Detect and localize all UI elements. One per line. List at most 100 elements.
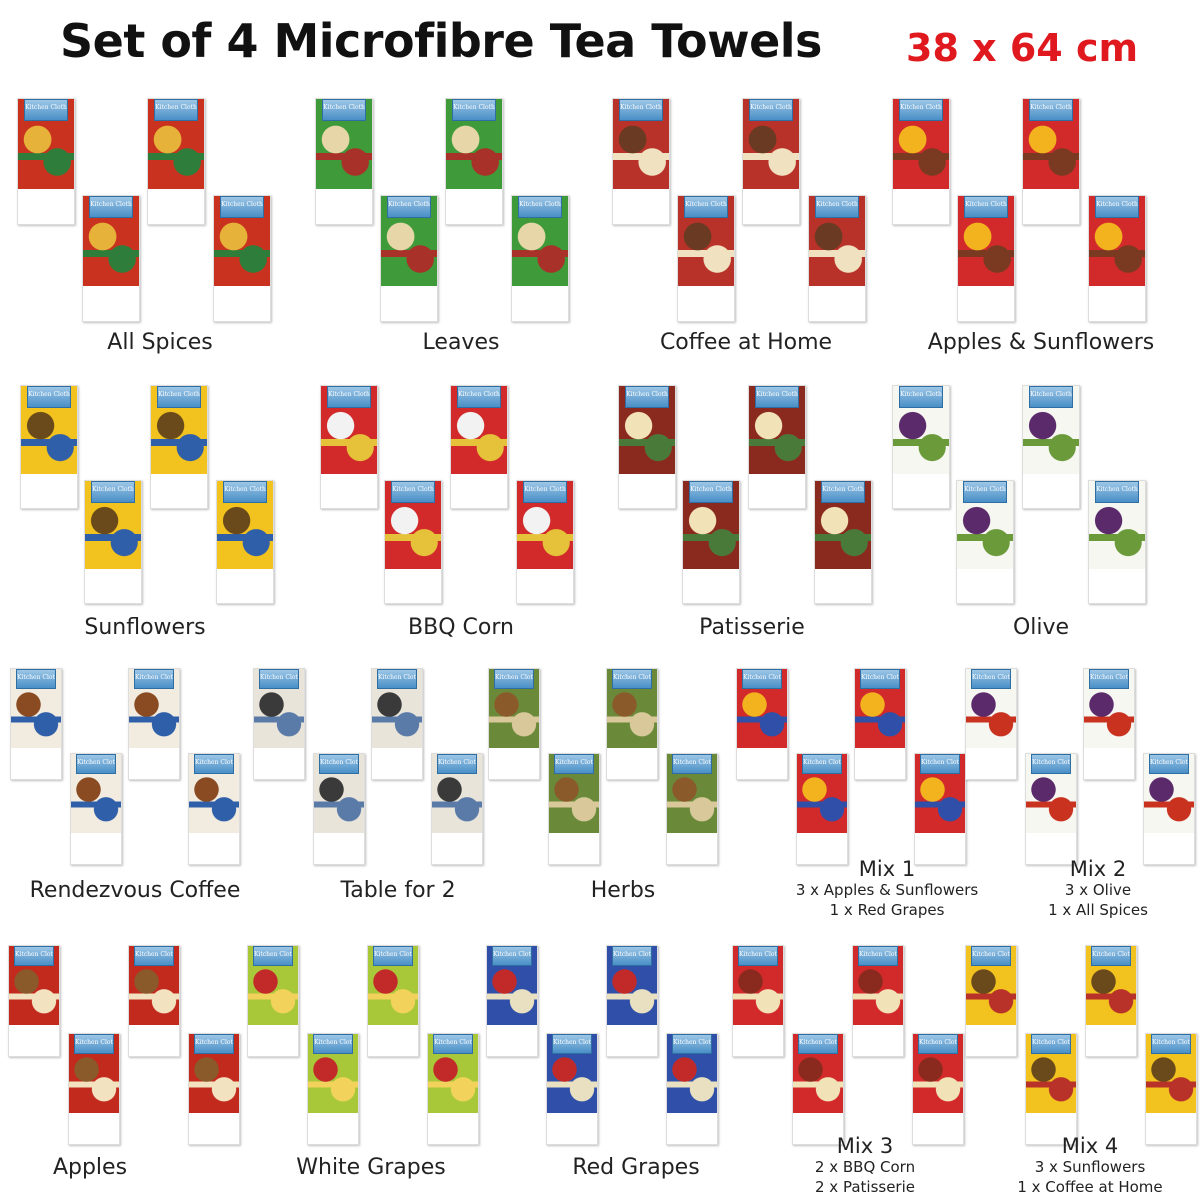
tea-towel-image: Kitchen Cloth <box>313 753 365 865</box>
package-card-text: Kitchen Cloth <box>739 951 778 958</box>
package-card-text: Kitchen Cloth <box>323 104 365 111</box>
package-card-text: Kitchen Cloth <box>965 201 1007 208</box>
tea-towel-image: Kitchen Cloth <box>736 668 788 780</box>
package-card-text: Kitchen Cloth <box>1152 1039 1191 1046</box>
package-card: Kitchen Cloth <box>74 1034 114 1054</box>
tea-towel-image: Kitchen Cloth <box>546 1033 598 1145</box>
package-card-text: Kitchen Cloth <box>756 391 798 398</box>
mix-contents: 1 x Red Grapes <box>829 901 945 919</box>
tea-towel-image: Kitchen Cloth <box>8 945 60 1057</box>
package-card: Kitchen Cloth <box>1031 754 1071 774</box>
product-label: White Grapes <box>296 1155 446 1180</box>
package-card: Kitchen Cloth <box>90 481 136 503</box>
product-name: Red Grapes <box>572 1155 700 1180</box>
package-card-text: Kitchen Cloth <box>1150 759 1189 766</box>
package-card-text: Kitchen Cloth <box>25 104 67 111</box>
package-card: Kitchen Cloth <box>26 386 72 408</box>
package-card: Kitchen Cloth <box>156 386 202 408</box>
package-card: Kitchen Cloth <box>492 946 532 966</box>
tea-towel-image: Kitchen Cloth <box>606 668 658 780</box>
package-card: Kitchen Cloth <box>963 196 1009 218</box>
package-card-text: Kitchen Cloth <box>458 391 500 398</box>
package-card: Kitchen Cloth <box>373 946 413 966</box>
package-card: Kitchen Cloth <box>494 669 534 689</box>
mix-contents: 1 x Coffee at Home <box>1017 1178 1163 1196</box>
package-card-text: Kitchen Cloth <box>972 674 1011 681</box>
package-card-text: Kitchen Cloth <box>320 759 359 766</box>
package-card-text: Kitchen Cloth <box>135 951 174 958</box>
package-card: Kitchen Cloth <box>898 386 944 408</box>
tea-towel-image: Kitchen Cloth <box>965 945 1017 1057</box>
package-card: Kitchen Cloth <box>194 1034 234 1054</box>
package-card: Kitchen Cloth <box>554 754 594 774</box>
package-card-text: Kitchen Cloth <box>92 486 134 493</box>
package-card: Kitchen Cloth <box>1028 99 1074 121</box>
tea-towel-image: Kitchen Cloth <box>606 945 658 1057</box>
package-card-text: Kitchen Cloth <box>519 201 561 208</box>
package-card: Kitchen Cloth <box>153 99 199 121</box>
package-card: Kitchen Cloth <box>814 196 860 218</box>
product-label: Apples & Sunflowers <box>928 330 1154 355</box>
tea-towel-image: Kitchen Cloth <box>748 385 806 509</box>
package-card-text: Kitchen Cloth <box>803 759 842 766</box>
tea-towel-image: Kitchen Cloth <box>1025 753 1077 865</box>
package-card-text: Kitchen Cloth <box>524 486 566 493</box>
tea-towel-image: Kitchen Cloth <box>128 945 180 1057</box>
package-card: Kitchen Cloth <box>971 669 1011 689</box>
product-label: Sunflowers <box>84 615 205 640</box>
package-card-text: Kitchen Cloth <box>1090 674 1129 681</box>
product-name: BBQ Corn <box>408 615 514 640</box>
package-card-text: Kitchen Cloth <box>1032 1039 1071 1046</box>
tea-towel-image: Kitchen Cloth <box>147 98 205 225</box>
tea-towel-image: Kitchen Cloth <box>213 195 271 322</box>
mix-contents: 3 x Olive <box>1064 881 1132 899</box>
product-name: Apples <box>52 1155 128 1180</box>
tea-towel-image: Kitchen Cloth <box>956 480 1014 604</box>
tea-towel-image: Kitchen Cloth <box>796 753 848 865</box>
tea-towel-image: Kitchen Cloth <box>854 668 906 780</box>
tea-towel-image: Kitchen Cloth <box>1088 480 1146 604</box>
package-card-text: Kitchen Cloth <box>438 759 477 766</box>
product-name: Coffee at Home <box>659 330 833 355</box>
package-card-text: Kitchen Cloth <box>743 674 782 681</box>
package-card-text: Kitchen Cloth <box>553 1039 592 1046</box>
package-card: Kitchen Cloth <box>456 386 502 408</box>
tea-towel-image: Kitchen Cloth <box>82 195 140 322</box>
product-label: Table for 2 <box>340 878 455 903</box>
product-name: Apples & Sunflowers <box>927 330 1155 355</box>
tea-towel-image: Kitchen Cloth <box>912 1033 964 1145</box>
tea-towel-image: Kitchen Cloth <box>84 480 142 604</box>
product-label: Leaves <box>423 330 500 355</box>
tea-towel-image: Kitchen Cloth <box>367 945 419 1057</box>
package-card: Kitchen Cloth <box>1149 754 1189 774</box>
package-card: Kitchen Cloth <box>612 669 652 689</box>
package-card-text: Kitchen Cloth <box>750 104 792 111</box>
package-card-text: Kitchen Cloth <box>972 951 1011 958</box>
package-card: Kitchen Cloth <box>918 1034 958 1054</box>
tea-towel-image: Kitchen Cloth <box>315 98 373 225</box>
package-card-text: Kitchen Cloth <box>221 201 263 208</box>
tea-towel-image: Kitchen Cloth <box>371 668 423 780</box>
tea-towel-image: Kitchen Cloth <box>188 753 240 865</box>
tea-towel-image: Kitchen Cloth <box>1022 385 1080 509</box>
tea-towel-image: Kitchen Cloth <box>320 385 378 509</box>
package-card: Kitchen Cloth <box>742 669 782 689</box>
package-card-text: Kitchen Cloth <box>964 486 1006 493</box>
tea-towel-image: Kitchen Cloth <box>380 195 438 322</box>
package-card-text: Kitchen Cloth <box>816 201 858 208</box>
tea-towel-image: Kitchen Cloth <box>682 480 740 604</box>
package-card: Kitchen Cloth <box>1091 946 1131 966</box>
tea-towel-image: Kitchen Cloth <box>188 1033 240 1145</box>
package-card: Kitchen Cloth <box>386 196 432 218</box>
mix-contents: 2 x BBQ Corn <box>814 1158 916 1176</box>
product-label: Olive <box>1013 615 1069 640</box>
package-card-text: Kitchen Cloth <box>314 1039 353 1046</box>
package-card: Kitchen Cloth <box>748 99 794 121</box>
product-name: Table for 2 <box>340 878 456 903</box>
product-label: Rendezvous Coffee <box>30 878 241 903</box>
product-name: Herbs <box>590 878 656 903</box>
package-card: Kitchen Cloth <box>1031 1034 1071 1054</box>
tea-towel-image: Kitchen Cloth <box>488 668 540 780</box>
tea-towel-image: Kitchen Cloth <box>808 195 866 322</box>
